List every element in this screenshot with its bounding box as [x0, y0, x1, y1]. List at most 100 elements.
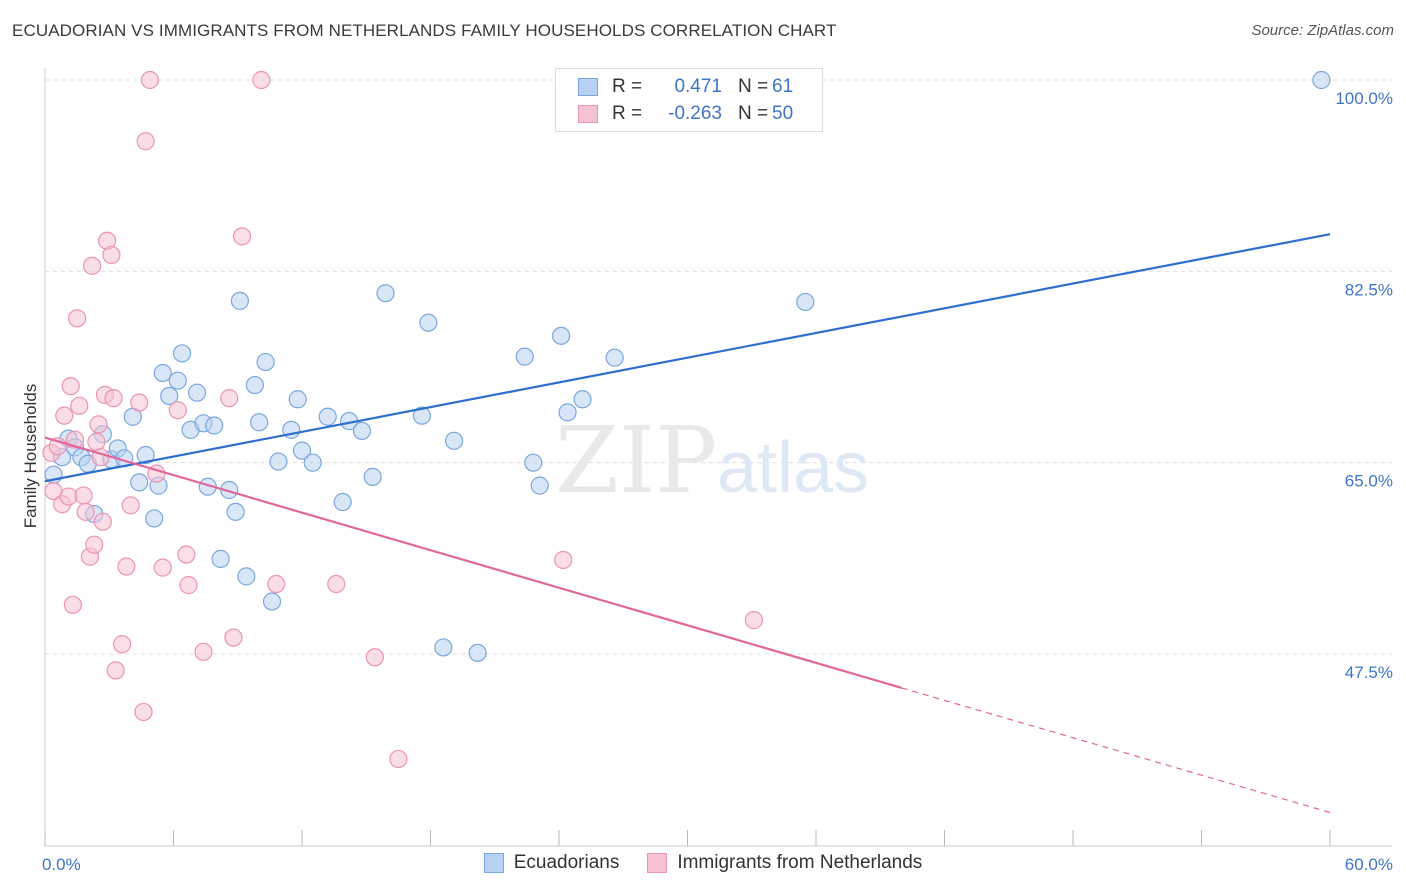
ecuadorian-point: [145, 509, 164, 528]
data-points: [42, 70, 1331, 769]
n-label: N =: [738, 76, 769, 97]
legend-label: Immigrants from Netherlands: [677, 852, 923, 873]
ecuadorian-point: [412, 406, 432, 425]
legend-item-ecuadorians: Ecuadorians: [483, 852, 620, 874]
netherlands-point: [168, 401, 187, 420]
netherlands-point: [102, 245, 121, 265]
legend-item-netherlands: Immigrants from Netherlands: [647, 852, 922, 874]
ecuadorian-point: [269, 452, 288, 471]
ecuadorian-point: [530, 476, 549, 495]
legend-label: Ecuadorians: [513, 852, 620, 873]
ecuadorian-point: [333, 492, 352, 512]
netherlands-point: [389, 749, 408, 769]
ecuadorian-point: [363, 467, 382, 486]
ecuadorian-point: [205, 416, 224, 435]
series-legend: Ecuadorians Immigrants from Netherlands: [0, 852, 1406, 874]
ecuadorian-point: [573, 390, 592, 409]
ecuadorian-point: [187, 383, 207, 402]
ecuadorian-point: [605, 348, 624, 367]
netherlands-point: [63, 595, 82, 614]
correlation-legend: R = 0.471 N = 61 R = -0.263 N = 50: [555, 68, 823, 132]
netherlands-point: [112, 635, 132, 654]
netherlands-point: [744, 611, 763, 630]
y-axis-label: Family Households: [21, 384, 40, 529]
ecuadorian-point: [796, 292, 815, 312]
netherlands-point: [87, 432, 106, 451]
watermark-zip: ZIP: [555, 407, 717, 514]
ecuadorian-point: [515, 347, 534, 366]
ecuadorian-point: [444, 431, 464, 450]
ecuadorian-point: [1312, 70, 1331, 90]
n-value: 50: [772, 103, 794, 124]
watermark: ZIP atlas: [555, 407, 869, 514]
netherlands-point: [179, 576, 198, 595]
netherlands-point: [59, 487, 78, 506]
netherlands-point: [104, 389, 123, 408]
n-label: N =: [738, 103, 769, 124]
ecuadorian-point: [552, 326, 571, 345]
netherlands-point: [153, 558, 172, 577]
blue-swatch: [578, 78, 598, 96]
ecuadorian-trend-line: [44, 233, 1331, 483]
y-tick-label: 47.5%: [1345, 663, 1393, 682]
r-label: R =: [612, 76, 643, 97]
ecuadorian-point: [250, 413, 269, 432]
netherlands-point: [61, 377, 80, 396]
x-tick-label: 0.0%: [42, 855, 81, 874]
chart-title: ECUADORIAN VS IMMIGRANTS FROM NETHERLAND…: [12, 21, 837, 40]
netherlands-point: [220, 389, 239, 408]
ecuadorian-point: [130, 473, 149, 492]
netherlands-point: [136, 132, 155, 151]
ecuadorian-point: [168, 371, 187, 390]
netherlands-point: [140, 70, 160, 90]
pink-swatch: [578, 105, 598, 123]
netherlands-point: [68, 309, 87, 328]
netherlands-point: [554, 550, 573, 570]
ecuadorian-point: [211, 549, 230, 568]
ecuadorian-point: [318, 407, 337, 426]
netherlands-point: [106, 661, 125, 680]
netherlands-point: [76, 502, 95, 521]
x-tick-label: 60.0%: [1345, 855, 1393, 874]
ecuadorian-point: [288, 390, 307, 409]
r-value: 0.471: [674, 76, 722, 97]
netherlands-point: [177, 545, 196, 564]
legend-row-ecuadorians: R = 0.471 N = 61: [578, 74, 793, 100]
n-value: 61: [772, 76, 794, 97]
ecuadorian-point: [292, 441, 312, 460]
netherlands-trend-extension: [901, 687, 1331, 814]
ecuadorian-point: [303, 453, 322, 472]
r-label: R =: [612, 103, 643, 124]
netherlands-point: [93, 512, 112, 531]
netherlands-point: [327, 574, 346, 594]
netherlands-point: [267, 574, 286, 594]
ecuadorian-point: [256, 352, 275, 372]
ecuadorian-point: [558, 403, 577, 422]
netherlands-point: [85, 535, 104, 554]
y-tick-label: 65.0%: [1345, 472, 1393, 491]
tick-labels: 100.0% 82.5% 65.0% 47.5% 0.0% 60.0%: [42, 89, 1393, 874]
netherlands-point: [252, 70, 271, 90]
netherlands-trend-line: [44, 436, 902, 689]
y-tick-label: 100.0%: [1335, 89, 1393, 108]
netherlands-point: [365, 648, 384, 667]
ecuadorian-point: [160, 386, 179, 406]
netherlands-point: [130, 393, 149, 412]
netherlands-point: [70, 396, 89, 415]
ecuadorian-point: [172, 344, 192, 363]
ecuadorian-point: [434, 638, 453, 657]
legend-row-netherlands: R = -0.263 N = 50: [578, 101, 793, 127]
ecuadorian-point: [153, 363, 172, 383]
netherlands-point: [83, 256, 102, 275]
netherlands-point: [89, 415, 108, 434]
blue-swatch: [483, 853, 504, 873]
netherlands-point: [55, 406, 74, 425]
ecuadorian-point: [352, 421, 372, 441]
netherlands-point: [121, 496, 140, 515]
pink-swatch: [647, 853, 668, 873]
ecuadorian-point: [136, 445, 155, 465]
ecuadorian-point: [262, 592, 282, 611]
netherlands-point: [117, 557, 136, 576]
r-value: -0.263: [668, 103, 722, 124]
